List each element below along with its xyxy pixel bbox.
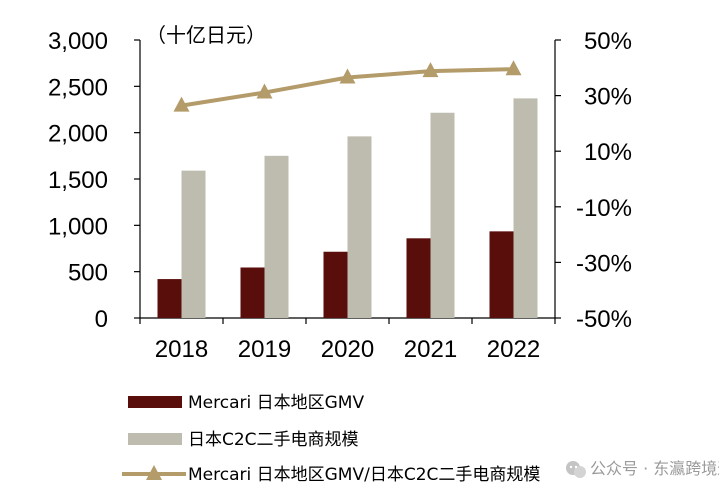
bar-mercari-gmv <box>406 238 431 318</box>
line-point-marker <box>173 96 190 112</box>
x-tick-label: 2019 <box>238 336 291 363</box>
legend-label: Mercari 日本地区GMV <box>188 393 364 413</box>
left-axis-unit-label: （十亿日元） <box>146 23 266 47</box>
right-tick-label: -10% <box>576 195 632 222</box>
watermark-text: 公众号 · 东瀛跨境通 <box>590 459 719 478</box>
x-tick-label: 2018 <box>155 336 208 363</box>
left-tick-label: 2,500 <box>48 74 108 101</box>
bar-mercari-gmv <box>489 231 514 318</box>
legend-swatch-c2c-market <box>128 433 182 445</box>
line-point-marker <box>339 68 356 84</box>
legend: Mercari 日本地区GMV 日本C2C二手电商规模 Mercari 日本地区GM… <box>122 393 540 485</box>
line-point-marker <box>505 60 522 76</box>
line-point-marker <box>422 62 439 78</box>
right-axis-ticks: -50% -30% -10% 10% 30% 50% <box>555 28 632 333</box>
x-axis-ticks: 2018 2019 2020 2021 2022 <box>139 318 556 363</box>
left-tick-label: 500 <box>68 260 108 287</box>
legend-label: Mercari 日本地区GMV/日本C2C二手电商规模 <box>188 465 540 485</box>
left-tick-label: 1,500 <box>48 167 108 194</box>
left-axis-ticks: 0 500 1,000 1,500 2,000 2,500 3,000 <box>48 28 140 333</box>
watermark: 公众号 · 东瀛跨境通 <box>566 459 719 478</box>
right-tick-label: 50% <box>584 28 632 55</box>
right-tick-label: -30% <box>576 250 632 277</box>
right-tick-label: 30% <box>584 84 632 111</box>
right-tick-label: 10% <box>584 139 632 166</box>
bar-c2c-market <box>347 136 372 318</box>
bar-marks <box>157 98 538 318</box>
bar-c2c-market <box>513 98 538 318</box>
wechat-icon <box>566 461 586 478</box>
right-tick-label: -50% <box>576 306 632 333</box>
left-tick-label: 0 <box>95 306 108 333</box>
x-tick-label: 2020 <box>321 336 374 363</box>
bar-c2c-market <box>181 170 206 318</box>
bar-c2c-market <box>264 155 289 318</box>
legend-swatch-marker <box>146 465 162 480</box>
legend-swatch-mercari-gmv <box>128 396 182 408</box>
line-point-marker <box>256 83 273 99</box>
bar-mercari-gmv <box>240 267 265 318</box>
x-tick-label: 2021 <box>404 336 457 363</box>
bar-mercari-gmv <box>157 279 182 318</box>
left-tick-label: 3,000 <box>48 28 108 55</box>
bar-mercari-gmv <box>323 251 348 318</box>
left-tick-label: 2,000 <box>48 121 108 148</box>
line-marks <box>173 60 522 112</box>
bar-c2c-market <box>430 112 455 318</box>
x-tick-label: 2022 <box>487 336 540 363</box>
legend-label: 日本C2C二手电商规模 <box>188 430 359 450</box>
left-tick-label: 1,000 <box>48 213 108 240</box>
